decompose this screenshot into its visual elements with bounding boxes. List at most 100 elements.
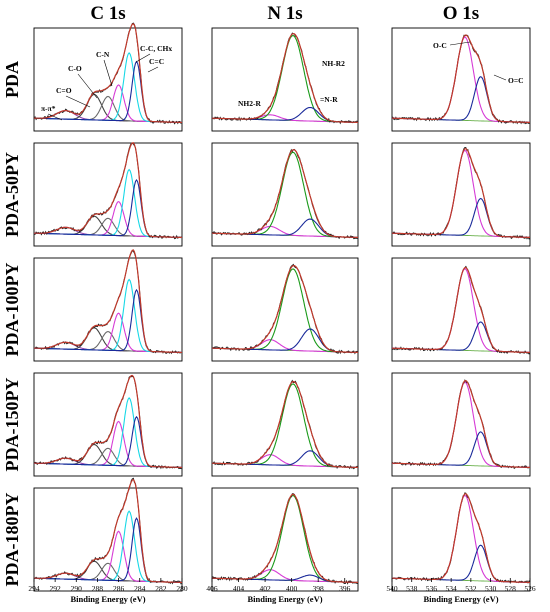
x-tick-label-o-1s-532: 532	[465, 584, 477, 593]
component-o-c-pda-180py-o-1s	[392, 544, 530, 583]
annotation-nh-r2: NH-R2	[322, 59, 345, 68]
x-tick-label-c-1s-280: 280	[176, 584, 188, 593]
component-nh-r2-pda-180py-n-1s	[212, 495, 358, 583]
envelope-fit-pda-50py-c-1s	[34, 142, 182, 238]
annotation-leader-c-o	[77, 73, 98, 99]
annotation-leader-o-c	[449, 41, 471, 46]
annotation-c-c-chx: C-C, CHx	[140, 44, 172, 53]
row-label-pda-50py: PDA-50PY	[2, 152, 22, 237]
annotation-n-r: =N-R	[320, 95, 338, 104]
raw-data-pda-150py-n-1s	[211, 379, 359, 470]
x-tick-label-o-1s-526: 526	[524, 584, 536, 593]
x-tick-label-n-1s-402: 402	[259, 584, 271, 593]
envelope-fit-pda-o-1s	[392, 34, 530, 123]
x-tick-label-n-1s-396: 396	[339, 584, 351, 593]
annotation-c-o: C=O	[56, 86, 72, 95]
column-title-o-1s: O 1s	[443, 3, 479, 24]
x-tick-label-o-1s-536: 536	[426, 584, 438, 593]
panel-frame-pda-100py-n-1s	[211, 257, 359, 362]
x-tick-label-n-1s-400: 400	[286, 584, 298, 593]
x-tick-label-c-1s-284: 284	[134, 584, 146, 593]
annotation-nh2-r: NH2-R	[238, 99, 261, 108]
x-tick-label-n-1s-404: 404	[233, 584, 245, 593]
panel-frame-pda-n-1s	[211, 27, 359, 132]
envelope-fit-pda-180py-c-1s	[34, 478, 183, 584]
component-c-c-chx-pda-100py-c-1s	[34, 278, 182, 353]
annotation-leader-	[47, 113, 63, 121]
panel-frame-pda-150py-c-1s	[33, 372, 183, 477]
raw-data-pda-100py-n-1s	[211, 263, 359, 355]
component-n-r-pda-50py-n-1s	[212, 218, 358, 238]
envelope-fit-pda-c-1s	[34, 23, 183, 124]
panel-frame-pda-180py-n-1s	[211, 487, 359, 592]
envelope-fit-pda-100py-c-1s	[34, 249, 182, 353]
annotation-c-c: C=C	[149, 57, 164, 66]
raw-data-pda-150py-o-1s	[391, 379, 531, 470]
component-c-c-pda-100py-c-1s	[34, 288, 182, 353]
envelope-fit-pda-150py-o-1s	[392, 379, 530, 468]
annotation-c-o: C-O	[68, 64, 82, 73]
x-tick-label-c-1s-288: 288	[92, 584, 104, 593]
annotation-leader-c-c	[147, 66, 159, 73]
component-nh-r2-pda-n-1s	[212, 35, 358, 123]
component-o-c-pda-180py-o-1s	[392, 494, 530, 583]
panel-frame-pda-180py-o-1s	[391, 487, 531, 592]
x-axis-label-n-1s: Binding Energy (eV)	[247, 594, 322, 604]
envelope-fit-pda-50py-o-1s	[392, 148, 530, 238]
envelope-fit-pda-100py-n-1s	[212, 265, 358, 353]
row-label-pda-150py: PDA-150PY	[2, 378, 22, 472]
row-label-pda: PDA	[2, 61, 22, 98]
envelope-fit-pda-100py-o-1s	[392, 267, 530, 353]
raw-data-pda-100py-c-1s	[34, 250, 183, 355]
x-tick-label-c-1s-286: 286	[113, 584, 125, 593]
panel-frame-pda-100py-o-1s	[391, 257, 531, 362]
envelope-fit-pda-180py-n-1s	[212, 493, 358, 583]
envelope-fit-pda-50py-n-1s	[212, 149, 358, 238]
row-label-pda-180py: PDA-180PY	[2, 493, 22, 587]
panel-frame-pda-180py-c-1s	[33, 487, 183, 592]
x-tick-label-o-1s-530: 530	[485, 584, 497, 593]
x-axis-label-o-1s: Binding Energy (eV)	[423, 594, 498, 604]
x-tick-label-n-1s-398: 398	[313, 584, 325, 593]
panel-frame-pda-150py-n-1s	[211, 372, 359, 477]
row-label-pda-100py: PDA-100PY	[2, 263, 22, 357]
envelope-fit-pda-150py-c-1s	[34, 374, 182, 468]
envelope-fit-pda-n-1s	[212, 32, 358, 123]
panel-frame-pda-100py-c-1s	[33, 257, 183, 362]
envelope-fit-pda-180py-o-1s	[392, 493, 530, 583]
x-tick-label-o-1s-538: 538	[406, 584, 418, 593]
component-o-c-pda-150py-o-1s	[392, 381, 530, 468]
component-nh-r2-pda-150py-n-1s	[212, 383, 358, 468]
x-tick-label-c-1s-282: 282	[155, 584, 167, 593]
envelope-fit-pda-150py-n-1s	[212, 380, 358, 468]
x-axis-label-c-1s: Binding Energy (eV)	[70, 594, 145, 604]
panel-frame-pda-o-1s	[391, 27, 531, 132]
annotation-c-n: C-N	[96, 50, 110, 59]
x-tick-label-c-1s-292: 292	[50, 584, 62, 593]
raw-data-pda-150py-c-1s	[33, 375, 183, 470]
annotation-: π-π*	[41, 104, 56, 113]
component-o-c-pda-50py-o-1s	[392, 149, 530, 238]
component-nh-r2-pda-100py-n-1s	[212, 268, 358, 353]
x-tick-label-o-1s-540: 540	[386, 584, 398, 593]
component-c-c-chx-pda-150py-c-1s	[34, 397, 182, 468]
component-c-o-pda-50py-c-1s	[34, 217, 182, 238]
raw-data-pda-180py-n-1s	[211, 493, 358, 585]
component-nh-r2-pda-50py-n-1s	[212, 151, 358, 238]
panel-frame-pda-50py-o-1s	[391, 142, 531, 247]
annotation-leader-o-double-c	[493, 74, 507, 81]
component-o-c-pda-100py-o-1s	[392, 268, 530, 353]
raw-data-pda-180py-c-1s	[33, 477, 183, 585]
component-n-r-pda-n-1s	[212, 106, 358, 123]
raw-data-pda-n-1s	[211, 32, 359, 125]
x-tick-label-c-1s-290: 290	[71, 584, 83, 593]
panel-frame-pda-50py-c-1s	[33, 142, 183, 247]
component-c-c-chx-pda-50py-c-1s	[34, 168, 182, 238]
raw-data-pda-50py-c-1s	[33, 142, 183, 240]
panel-frame-pda-c-1s	[33, 27, 183, 132]
annotation-leader-c-n	[103, 59, 113, 87]
component-o-c-pda-100py-o-1s	[392, 321, 530, 353]
panel-frame-pda-150py-o-1s	[391, 372, 531, 477]
column-title-c-1s: C 1s	[90, 3, 125, 24]
